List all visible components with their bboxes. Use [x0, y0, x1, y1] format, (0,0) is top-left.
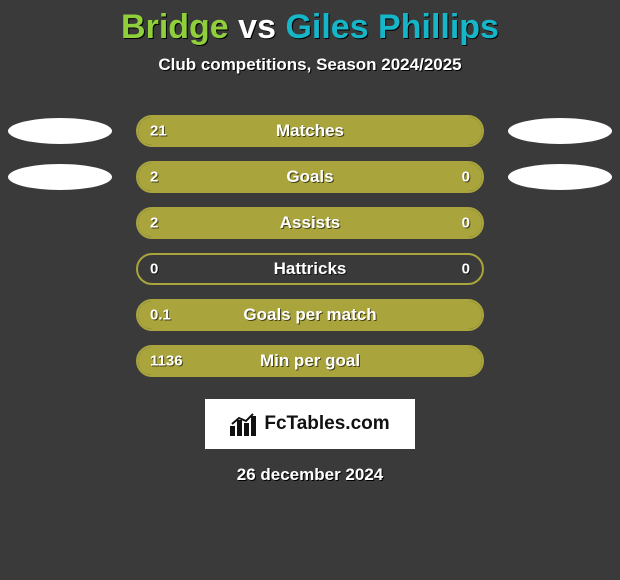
left-fill: [138, 209, 399, 237]
stat-row: 1136 Min per goal: [0, 345, 620, 377]
left-value: 2: [150, 215, 158, 232]
stat-track: 21 Matches: [136, 115, 484, 147]
stat-row: 0.1 Goals per match: [0, 299, 620, 331]
stat-bars: 21 Matches 2 0 Goals 2 0 Assists 0 0 Hattricks 0.1 G…: [0, 115, 620, 377]
metric-label: Matches: [276, 121, 344, 141]
stat-row: 0 0 Hattricks: [0, 253, 620, 285]
left-value: 0.1: [150, 307, 171, 324]
stat-row: 2 0 Assists: [0, 207, 620, 239]
metric-label: Goals: [286, 167, 333, 187]
logo-text: FcTables.com: [264, 413, 389, 435]
metric-label: Hattricks: [274, 259, 347, 279]
stat-track: 2 0 Goals: [136, 161, 484, 193]
player1-oval: [8, 164, 112, 190]
left-value: 21: [150, 123, 167, 140]
player1-name: Bridge: [121, 8, 229, 46]
left-fill: [138, 163, 399, 191]
metric-label: Goals per match: [243, 305, 376, 325]
subtitle: Club competitions, Season 2024/2025: [0, 55, 620, 75]
right-value: 0: [462, 169, 470, 186]
date-label: 26 december 2024: [0, 465, 620, 485]
stat-row: 2 0 Goals: [0, 161, 620, 193]
logo-plate: FcTables.com: [205, 399, 415, 449]
metric-label: Min per goal: [260, 351, 360, 371]
player2-oval: [508, 164, 612, 190]
comparison-infographic: Bridge vs Giles Phillips Club competitio…: [0, 0, 620, 580]
vs-label: vs: [238, 8, 276, 46]
left-value: 2: [150, 169, 158, 186]
left-value: 0: [150, 261, 158, 278]
metric-label: Assists: [280, 213, 340, 233]
stat-track: 1136 Min per goal: [136, 345, 484, 377]
stat-track: 0 0 Hattricks: [136, 253, 484, 285]
player2-oval: [508, 118, 612, 144]
stat-row: 21 Matches: [0, 115, 620, 147]
right-value: 0: [462, 261, 470, 278]
fctables-icon: [230, 412, 258, 436]
stat-track: 2 0 Assists: [136, 207, 484, 239]
player2-name: Giles Phillips: [285, 8, 499, 46]
left-value: 1136: [150, 353, 183, 370]
stat-track: 0.1 Goals per match: [136, 299, 484, 331]
page-title: Bridge vs Giles Phillips: [0, 0, 620, 47]
right-value: 0: [462, 215, 470, 232]
player1-oval: [8, 118, 112, 144]
